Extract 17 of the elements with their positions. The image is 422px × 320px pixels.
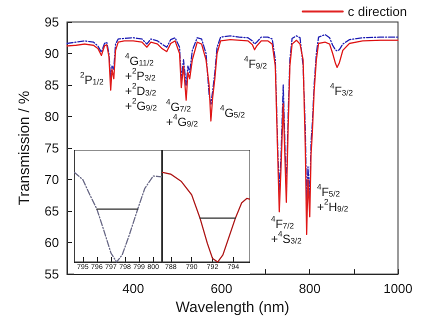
y-tick-label: 55 [44, 266, 59, 282]
y-tick-label: 80 [44, 109, 59, 124]
y-axis-title: Transmission / % [16, 90, 33, 206]
y-tick-label: 85 [44, 78, 59, 93]
x-axis-title: Wavelength (nm) [176, 299, 290, 316]
legend-label: c direction [348, 4, 407, 19]
y-tick-label: 60 [44, 235, 59, 250]
line-series [66, 38, 399, 236]
y-tick-label: 75 [44, 140, 59, 156]
y-tick-label: 65 [44, 204, 59, 219]
y-tick-label: 70 [44, 172, 59, 188]
y-tick-label: 90 [44, 46, 59, 62]
x-tick-label: 400 [122, 281, 144, 296]
y-tick-label: 95 [44, 14, 59, 30]
x-tick-label: 1000 [384, 281, 412, 296]
x-tick-label: 600 [210, 281, 232, 296]
x-tick-label: 800 [298, 281, 321, 296]
